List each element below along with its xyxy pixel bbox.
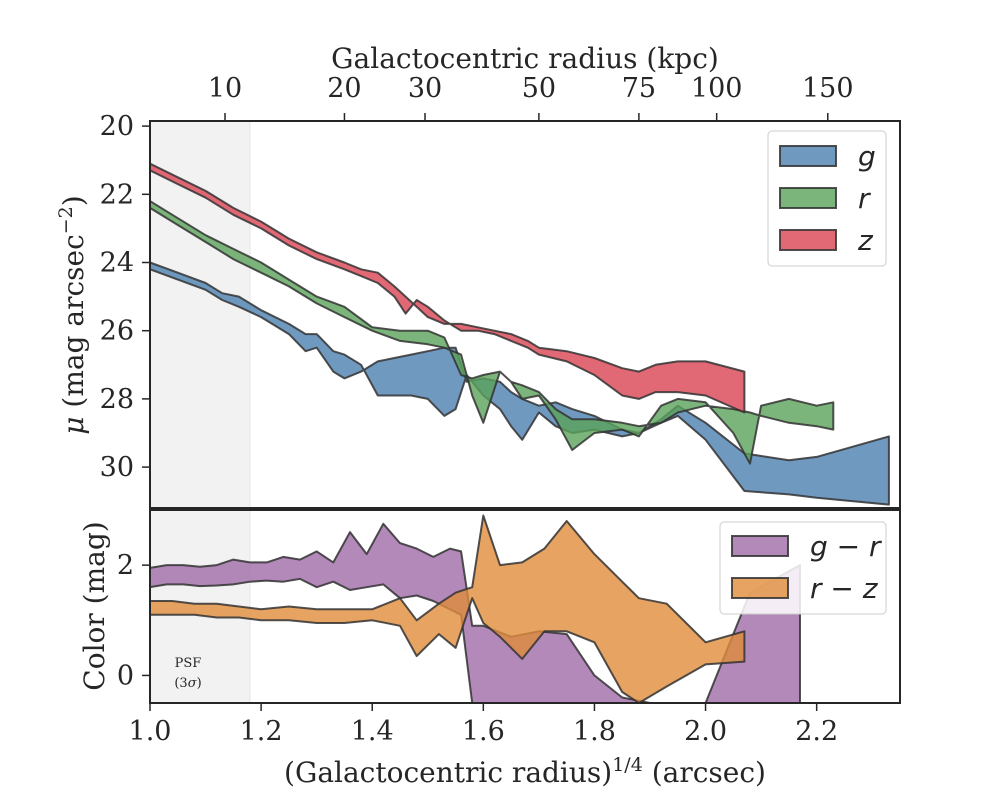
band-surface-brightness-0 — [150, 261, 890, 506]
x-tick-label: 2.2 — [795, 716, 838, 747]
legend-top-label: g — [858, 140, 876, 173]
y-axis-label-bottom: Color (mag) — [78, 521, 111, 690]
legend-top-swatch — [779, 145, 837, 167]
y-tick-label: 0 — [117, 660, 134, 691]
y-axis-label-top: μ (mag arcsec−2) — [55, 195, 90, 434]
y-label-mu: μ — [57, 408, 90, 435]
y-tick-label: 28 — [100, 384, 134, 415]
band-surface-brightness-1 — [150, 200, 835, 465]
top-tick-label: 30 — [408, 73, 442, 104]
axes-frame-1 — [149, 509, 901, 704]
top-tick-label: 10 — [208, 73, 242, 104]
top-tick-label: 100 — [691, 73, 743, 104]
top-tick-label: 50 — [522, 73, 556, 104]
top-axis-label: Galactocentric radius (kpc) — [331, 42, 719, 75]
y-tick-label: 22 — [100, 179, 134, 210]
psf-label-line1: PSF — [175, 656, 202, 671]
x-tick-label: 1.6 — [462, 716, 505, 747]
psf-region-0 — [150, 121, 250, 508]
legend-top-label: r — [858, 182, 871, 215]
legend-top-label: z — [857, 224, 874, 257]
band-surface-brightness-2 — [150, 162, 746, 414]
y-tick-label: 24 — [100, 248, 134, 279]
psf-label-line2: (3σ) — [174, 676, 201, 691]
x-tick-label: 2.0 — [684, 716, 727, 747]
x-tick-label: 1.2 — [240, 716, 283, 747]
psf-label-sigma: σ — [188, 676, 198, 691]
x-tick-label: 1.0 — [129, 716, 172, 747]
x-axis-label-unit: (arcsec) — [643, 756, 766, 789]
legend-top-swatch — [779, 187, 837, 209]
y-label-sup: −2 — [55, 206, 77, 234]
psf-label-pre: (3 — [174, 676, 187, 691]
legend-bottom-label: g − r — [810, 530, 882, 563]
x-tick-label: 1.8 — [573, 716, 616, 747]
band-color-1 — [150, 514, 746, 703]
psf-label-post: ) — [197, 676, 202, 691]
top-tick-label: 20 — [327, 73, 361, 104]
y-tick-label: 20 — [100, 111, 134, 142]
x-axis-label: (Galactocentric radius)1/4 (arcsec) — [284, 754, 766, 789]
y-tick-label: 26 — [100, 316, 134, 347]
y-label-end: ) — [57, 195, 90, 206]
axes-frame-0 — [149, 120, 901, 509]
top-tick-label: 75 — [622, 73, 656, 104]
legend-bottom-swatch — [731, 577, 789, 599]
legend-bottom-swatch — [731, 535, 789, 557]
y-label-text: (mag arcsec — [57, 234, 90, 407]
y-tick-label: 30 — [100, 452, 134, 483]
x-tick-label: 1.4 — [351, 716, 394, 747]
legend-top-swatch — [779, 229, 837, 251]
x-axis-label-sup: 1/4 — [612, 754, 643, 776]
x-axis-label-main: (Galactocentric radius) — [284, 756, 612, 789]
top-tick-label: 150 — [802, 73, 854, 104]
y-tick-label: 2 — [117, 550, 134, 581]
legend-bottom-label: r − z — [810, 572, 879, 605]
band-color-0 — [150, 522, 801, 703]
